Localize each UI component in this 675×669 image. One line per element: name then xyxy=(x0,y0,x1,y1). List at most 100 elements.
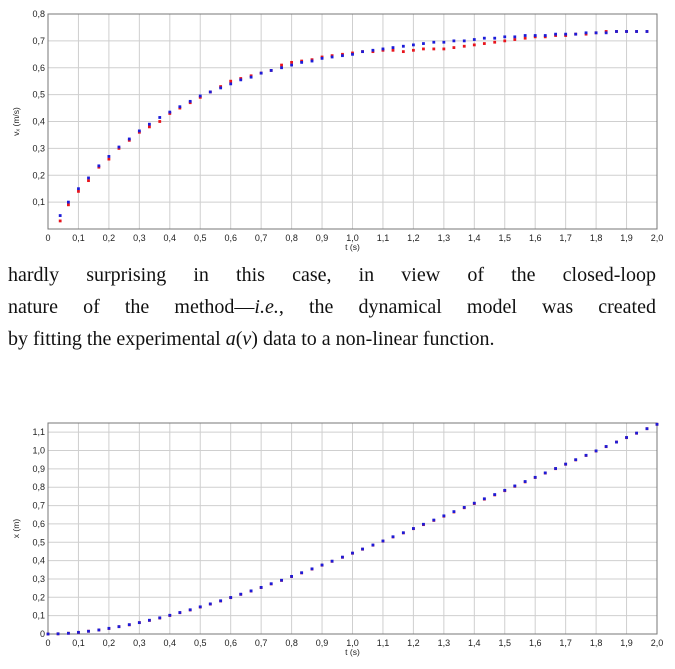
data-point xyxy=(178,611,182,614)
data-point xyxy=(249,589,253,593)
data-point xyxy=(330,559,334,563)
data-point xyxy=(320,56,324,60)
data-point xyxy=(422,47,425,51)
data-point xyxy=(493,40,497,44)
data-point xyxy=(645,427,649,431)
data-point xyxy=(158,116,162,119)
y-axis-label: x (m) xyxy=(11,519,21,539)
x-tick-label: 0 xyxy=(45,233,50,243)
data-point xyxy=(280,63,283,67)
y-tick-label: 0,4 xyxy=(32,117,45,127)
data-point xyxy=(127,623,131,627)
data-point xyxy=(472,38,476,41)
data-point xyxy=(401,44,405,48)
data-point xyxy=(574,458,578,462)
x-tick-label: 1,9 xyxy=(620,233,633,243)
data-point xyxy=(472,43,476,47)
y-tick-label: 0 xyxy=(40,629,45,639)
data-point xyxy=(300,60,304,64)
data-point xyxy=(320,563,324,567)
x-tick-label: 1,3 xyxy=(438,638,451,648)
data-point xyxy=(513,35,517,39)
data-point xyxy=(452,46,456,49)
data-point xyxy=(219,599,223,603)
x-tick-label: 1,0 xyxy=(346,638,359,648)
x-tick-label: 0,3 xyxy=(133,638,146,648)
y-tick-label: 0,1 xyxy=(32,197,45,207)
data-point xyxy=(432,47,436,51)
data-point xyxy=(208,602,212,606)
y-tick-label: 0,8 xyxy=(32,9,45,19)
x-axis-label: t (s) xyxy=(345,647,360,657)
data-point xyxy=(56,632,60,636)
paragraph-line-2: nature of the method—i.e., the dynamical… xyxy=(8,291,656,323)
grid-lines xyxy=(48,423,657,634)
data-point xyxy=(259,585,263,589)
data-point xyxy=(625,30,628,33)
grid-lines xyxy=(48,14,657,229)
data-point xyxy=(280,66,283,70)
data-point xyxy=(269,582,273,586)
plot-frame xyxy=(47,422,658,635)
data-point xyxy=(462,39,466,43)
data-point xyxy=(147,125,151,129)
data-point xyxy=(310,567,314,571)
data-point xyxy=(462,506,466,509)
data-point xyxy=(615,30,618,33)
position-chart: 0 0,1 0,2 0,3 0,4 0,5 0,6 0,7 0,8 0,9 1,0 1,1 1,2 1,3… xyxy=(0,412,675,664)
data-point xyxy=(127,137,131,141)
line3-paren-open: ( xyxy=(235,328,243,350)
x-tick-label: 0,9 xyxy=(316,233,329,243)
y-tick-label: 0,8 xyxy=(32,482,45,492)
data-point xyxy=(67,200,70,204)
x-tick-label: 0,5 xyxy=(194,233,207,243)
x-tick-label: 0,5 xyxy=(194,638,207,648)
y-tick-label: 0,3 xyxy=(32,574,45,584)
data-point xyxy=(381,539,385,543)
line2-text-a: nature of the method— xyxy=(8,296,255,318)
data-point xyxy=(97,628,101,632)
data-point xyxy=(77,189,80,193)
data-point xyxy=(391,535,395,539)
data-point xyxy=(412,43,415,47)
x-tick-label: 2,0 xyxy=(651,233,664,243)
data-point xyxy=(239,78,243,82)
data-point xyxy=(269,69,273,72)
data-point xyxy=(523,480,527,483)
x-tick-label: 1,5 xyxy=(498,638,511,648)
line2-text-b: , the dynamical model was created xyxy=(278,296,656,318)
data-point xyxy=(635,431,638,435)
data-point xyxy=(137,621,141,625)
y-tick-label: 0,2 xyxy=(32,170,45,180)
data-point xyxy=(107,626,111,630)
data-point xyxy=(87,176,90,180)
data-point xyxy=(290,574,293,578)
data-point xyxy=(158,120,162,123)
data-point xyxy=(300,571,304,575)
series-blue xyxy=(46,422,659,636)
y-tick-label: 0,7 xyxy=(32,36,45,46)
data-point xyxy=(442,514,446,518)
data-point xyxy=(412,527,415,530)
data-point xyxy=(361,547,364,551)
line3-text-a: by fitting the experimental xyxy=(8,328,226,350)
y-tick-label: 0,6 xyxy=(32,519,45,529)
series-blue xyxy=(58,30,649,217)
data-point xyxy=(391,46,395,49)
x-tick-label: 0,7 xyxy=(255,233,268,243)
x-tick-label: 1,3 xyxy=(438,233,451,243)
data-point xyxy=(594,449,598,453)
x-tick-label: 1,6 xyxy=(529,638,542,648)
data-point xyxy=(625,436,628,439)
paragraph-line-1: hardly surprising in this case, in view … xyxy=(8,264,656,286)
x-tick-label: 0,6 xyxy=(224,233,237,243)
data-point xyxy=(341,54,344,58)
x-tick-label: 1,7 xyxy=(559,638,572,648)
data-point xyxy=(259,71,263,75)
x-tick-label: 1,1 xyxy=(377,638,390,648)
data-point xyxy=(58,219,62,223)
data-point xyxy=(615,440,618,444)
data-point xyxy=(188,608,192,612)
x-tick-label: 1,4 xyxy=(468,638,481,648)
data-point xyxy=(543,471,547,475)
